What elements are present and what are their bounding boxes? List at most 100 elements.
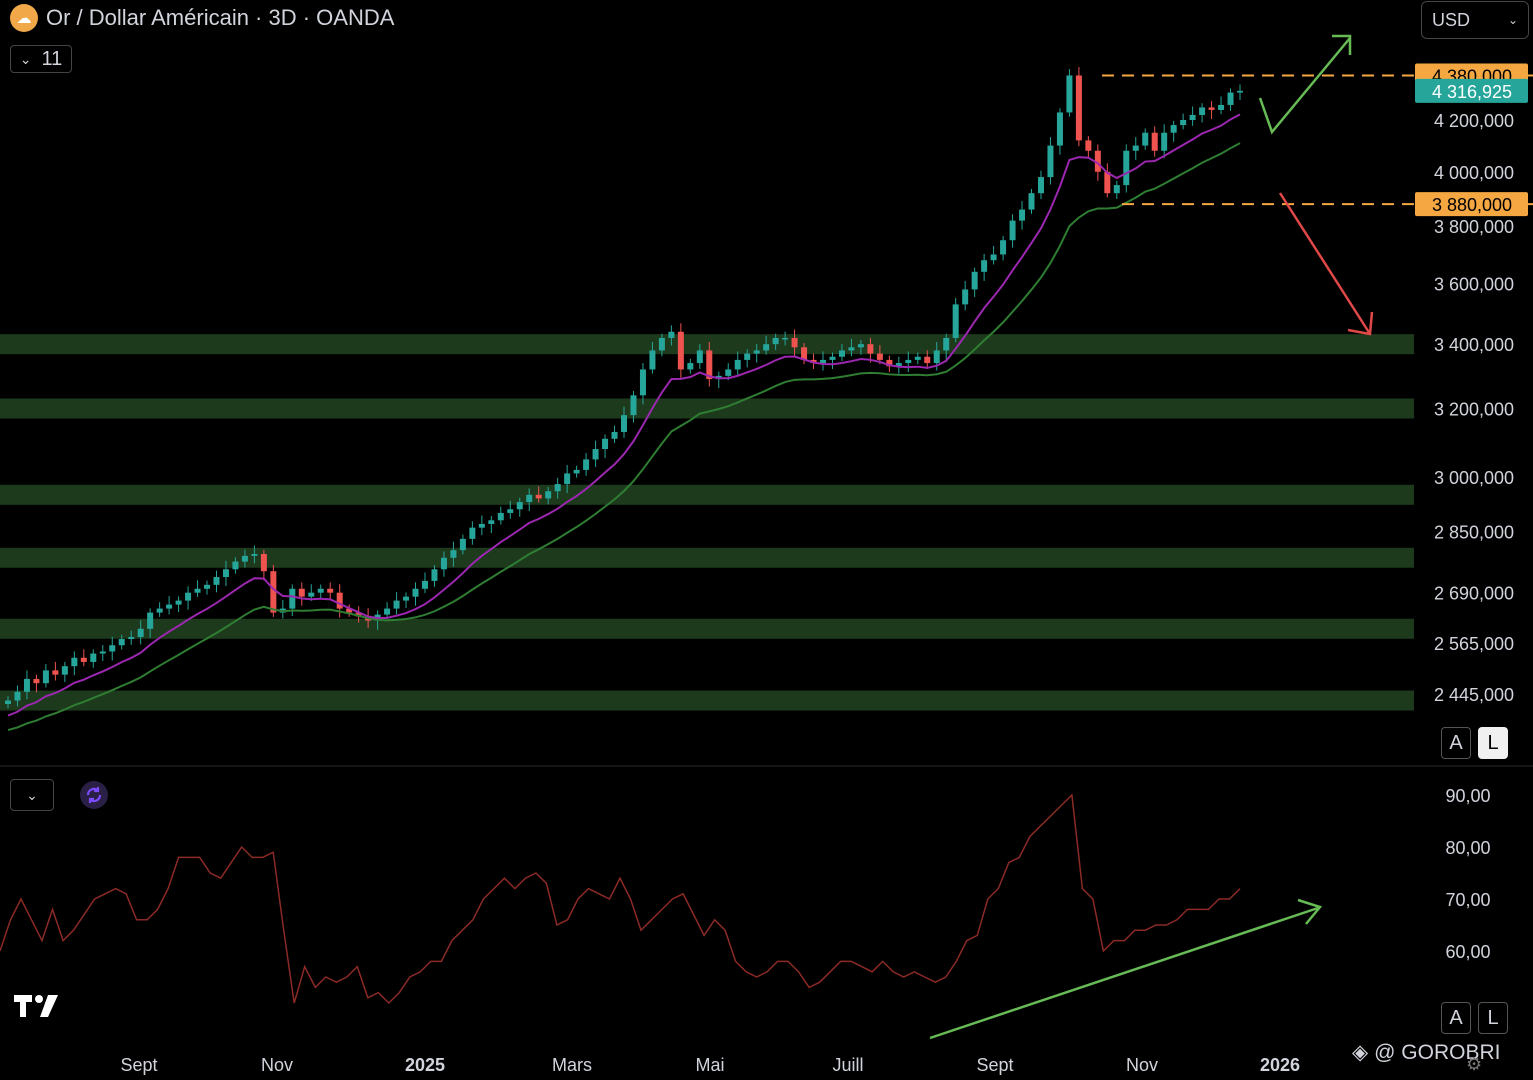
candle-body (658, 337, 665, 351)
candle-body (80, 657, 87, 662)
price-tick-label: 3 000,000 (1434, 468, 1514, 488)
candle-body (1180, 120, 1187, 126)
auto-scale-button[interactable]: A (1441, 727, 1471, 759)
candle-body (516, 502, 523, 510)
candle-body (744, 353, 751, 360)
candle-body (621, 415, 627, 432)
time-tick-label: 2026 (1260, 1055, 1300, 1075)
candle-body (554, 484, 561, 492)
rsi-auto-scale-button[interactable]: A (1441, 1002, 1471, 1034)
ema-slow-line (7, 142, 1241, 732)
rsi-trend-arrow-line (929, 906, 1319, 1040)
candle-body (469, 527, 476, 539)
tradingview-logo-icon (14, 993, 64, 1024)
candle-body (1227, 92, 1234, 105)
rsi-tick-label: 60,00 (1445, 942, 1490, 962)
candle-body (1237, 90, 1243, 93)
candle-body (838, 350, 845, 357)
price-label-text: 3 880,000 (1432, 195, 1512, 215)
settings-gear-icon[interactable]: ⚙ (1466, 1054, 1483, 1074)
price-label-text: 4 316,925 (1432, 82, 1512, 102)
candle-body (1113, 185, 1120, 194)
candle-body (317, 588, 324, 593)
candle-body (1123, 150, 1130, 186)
time-tick-label: Mars (552, 1055, 592, 1075)
candle-body (535, 494, 542, 499)
candle-body (1142, 132, 1149, 146)
candle-body (801, 347, 808, 360)
price-label-box (1415, 78, 1528, 103)
price-tick-label: 3 600,000 (1434, 275, 1514, 295)
candle-body (346, 608, 353, 613)
candle-body (1170, 125, 1177, 133)
symbol-title: Or / Dollar Américain · 3D · OANDA (46, 5, 395, 30)
candle-body (772, 337, 779, 345)
binance-logo-icon: ◈ (1352, 1041, 1369, 1064)
rsi-tick-label: 80,00 (1445, 838, 1490, 858)
candle-body (1189, 114, 1196, 120)
auto-scale-label: A (1449, 731, 1463, 754)
candle-body (1056, 112, 1063, 146)
candle-body (459, 538, 466, 551)
candle-body (829, 356, 836, 360)
candle-body (497, 512, 504, 521)
rsi-line (0, 793, 1241, 1005)
indicator-collapse-button[interactable]: ⌄ (10, 779, 54, 811)
candle-body (507, 509, 514, 513)
candle-body (1075, 75, 1082, 141)
candle-body (440, 557, 447, 570)
collapse-legend-button[interactable]: ⌄ 11 (10, 45, 72, 73)
candle-body (128, 636, 135, 640)
candle-body (412, 588, 419, 597)
candle-body (1019, 209, 1026, 221)
candle-body (488, 520, 495, 524)
candle-body (270, 571, 277, 613)
candle-body (573, 469, 580, 474)
price-tick-label: 2 850,000 (1434, 522, 1514, 542)
candle-body (867, 344, 874, 354)
candle-body (1000, 240, 1007, 255)
candle-body (99, 651, 106, 654)
time-tick-label: Sept (976, 1055, 1013, 1075)
rsi-trend-arrow-head (1297, 898, 1323, 925)
log-scale-button[interactable]: L (1478, 727, 1508, 759)
currency-value: USD (1432, 9, 1471, 30)
candle-body (857, 344, 864, 348)
candle-body (355, 612, 362, 617)
candle-body (1094, 150, 1101, 172)
candle-body (241, 555, 248, 562)
candle-body (14, 691, 21, 701)
candle-body (668, 331, 675, 338)
candle-body (308, 592, 315, 597)
time-tick-label: Mai (695, 1055, 724, 1075)
candle-body (232, 561, 239, 570)
candle-body (696, 350, 703, 364)
candle-body (1085, 140, 1092, 151)
candle-body (876, 353, 883, 360)
candle-body (1037, 177, 1044, 194)
candle-body (706, 350, 713, 380)
candle-body (1208, 107, 1215, 110)
candle-body (450, 550, 457, 558)
candle-body (782, 337, 789, 340)
candle-body (166, 604, 173, 609)
candle-body (981, 260, 988, 272)
sync-icon[interactable] (80, 781, 108, 809)
candle-body (820, 359, 827, 364)
candle-body (886, 359, 893, 367)
candle-body (725, 369, 732, 376)
time-tick-label: 2025 (405, 1055, 445, 1075)
bullish-arrow-head (1332, 34, 1352, 55)
gold-symbol-icon: ☁ (10, 4, 38, 32)
candle-body (943, 337, 950, 351)
candle-body (42, 670, 49, 684)
rsi-log-scale-button[interactable]: L (1478, 1002, 1508, 1034)
support-zone (0, 618, 1414, 639)
log-scale-label: L (1487, 731, 1499, 754)
currency-select[interactable]: USD ⌄ (1421, 1, 1529, 39)
candle-body (1151, 132, 1158, 151)
candle-body (687, 363, 694, 370)
candle-body (1132, 145, 1139, 151)
rsi-tick-label: 70,00 (1445, 890, 1490, 910)
